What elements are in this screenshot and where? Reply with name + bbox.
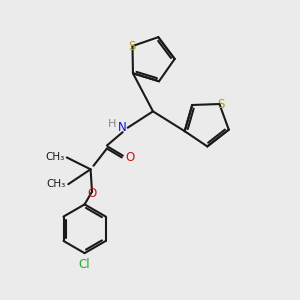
Text: H: H: [108, 119, 116, 129]
Text: O: O: [87, 187, 97, 200]
Text: CH₃: CH₃: [46, 179, 66, 189]
Text: S: S: [217, 98, 225, 110]
Text: O: O: [125, 151, 135, 164]
Text: N: N: [118, 121, 127, 134]
Text: S: S: [128, 40, 135, 52]
Text: CH₃: CH₃: [45, 152, 64, 162]
Text: Cl: Cl: [79, 259, 90, 272]
